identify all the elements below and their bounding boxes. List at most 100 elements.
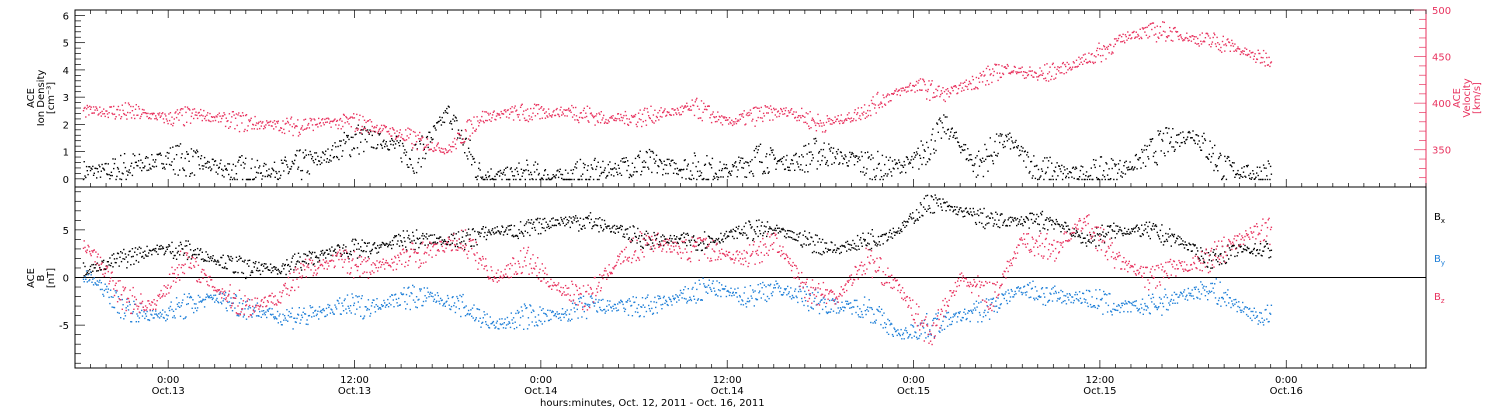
velocity-series-point — [1144, 31, 1146, 33]
density-series-point — [140, 159, 142, 161]
density-series-point — [278, 170, 280, 173]
density-series-point — [618, 167, 620, 169]
density-series-point — [383, 139, 385, 141]
bx-series-point — [140, 247, 142, 250]
bx-series-point — [1178, 244, 1180, 246]
density-series-point — [843, 158, 846, 160]
velocity-series-point — [1238, 48, 1241, 50]
density-series-point — [672, 159, 674, 161]
by-series-point — [170, 301, 172, 303]
velocity-series-point — [151, 112, 153, 115]
velocity-series-point — [704, 105, 707, 108]
density-series-point — [321, 162, 323, 164]
density-series-point — [155, 165, 158, 168]
bx-series-point — [1100, 234, 1103, 236]
bx-series-point — [1255, 255, 1257, 257]
bx-series-point — [937, 205, 939, 207]
velocity-series-point — [740, 113, 742, 115]
by-series-point — [160, 315, 162, 317]
density-series-point — [691, 174, 693, 176]
density-series-point — [424, 157, 426, 160]
bx-series-point — [1072, 234, 1075, 237]
density-series-point — [984, 143, 986, 146]
bx-series-point — [826, 251, 828, 253]
bx-series-point — [996, 213, 998, 215]
velocity-series-point — [1181, 38, 1183, 40]
density-series-point — [665, 164, 668, 166]
velocity-series-point — [266, 120, 268, 122]
density-series-point — [578, 178, 581, 181]
bx-series-point — [808, 232, 811, 234]
bx-series-point — [498, 230, 500, 233]
density-series-point — [538, 172, 540, 175]
bx-series-point — [1004, 219, 1006, 221]
velocity-series-point — [387, 130, 390, 133]
velocity-series-point — [582, 117, 584, 119]
density-series-point — [95, 167, 97, 170]
velocity-series-point — [458, 132, 460, 135]
bx-series-point — [480, 232, 482, 234]
velocity-series-point — [626, 118, 628, 120]
bx-series-point — [891, 232, 893, 235]
density-series-point — [1120, 171, 1123, 173]
density-series-point — [633, 171, 635, 173]
velocity-series-point — [1010, 71, 1012, 73]
density-series-point — [487, 171, 489, 173]
velocity-series-point — [568, 107, 570, 110]
bx-series-point — [265, 263, 267, 265]
bx-series-point — [571, 221, 573, 223]
density-series-point — [676, 172, 678, 175]
bx-series-point — [518, 229, 520, 231]
by-series-point — [179, 315, 182, 317]
bx-series-point — [509, 228, 512, 231]
bx-series-point — [999, 226, 1001, 229]
bx-series-point — [1127, 228, 1130, 231]
velocity-series-point — [943, 90, 946, 93]
velocity-series-point — [195, 111, 197, 113]
bx-series-point — [192, 253, 194, 256]
density-series-point — [595, 168, 597, 171]
density-series-point — [781, 157, 783, 159]
density-series-point — [1013, 146, 1016, 148]
density-series-point — [616, 171, 618, 173]
velocity-series-point — [137, 105, 140, 108]
density-series-point — [613, 175, 615, 177]
velocity-series-point — [1192, 35, 1194, 37]
density-series-point — [485, 174, 487, 176]
velocity-series-point — [376, 124, 378, 127]
by-series-point — [221, 292, 224, 295]
velocity-series-point — [652, 114, 655, 116]
velocity-series-point — [518, 113, 520, 116]
bx-series-point — [1251, 250, 1253, 253]
bx-series-point — [881, 234, 884, 236]
bx-series-point — [540, 223, 543, 225]
bx-series-point — [457, 231, 460, 233]
bx-series-point — [1076, 231, 1078, 233]
velocity-series-point — [326, 121, 328, 123]
by-series-point — [137, 315, 139, 317]
velocity-series-point — [1026, 72, 1028, 74]
density-series-point — [432, 125, 435, 128]
velocity-series-point — [1220, 46, 1222, 49]
density-series-point — [332, 145, 334, 147]
density-series-point — [885, 156, 887, 158]
bx-series-point — [874, 244, 877, 246]
density-series-point — [821, 155, 824, 157]
density-series-point — [837, 148, 839, 151]
bx-series-point — [586, 216, 589, 218]
density-series-point — [963, 143, 965, 146]
bx-series-point — [1131, 230, 1134, 232]
density-series-point — [282, 162, 284, 164]
density-series-point — [259, 172, 262, 174]
bx-series-point — [651, 248, 653, 250]
bx-series-point — [412, 235, 415, 237]
velocity-series-point — [1169, 26, 1171, 29]
bx-series-point — [91, 264, 93, 266]
density-series-point — [950, 128, 953, 130]
bx-series-point — [344, 249, 346, 251]
bx-series-point — [263, 263, 266, 265]
velocity-series-point — [707, 105, 709, 107]
density-series-point — [375, 147, 377, 150]
density-series-point — [682, 169, 684, 171]
velocity-series-point — [648, 117, 651, 119]
